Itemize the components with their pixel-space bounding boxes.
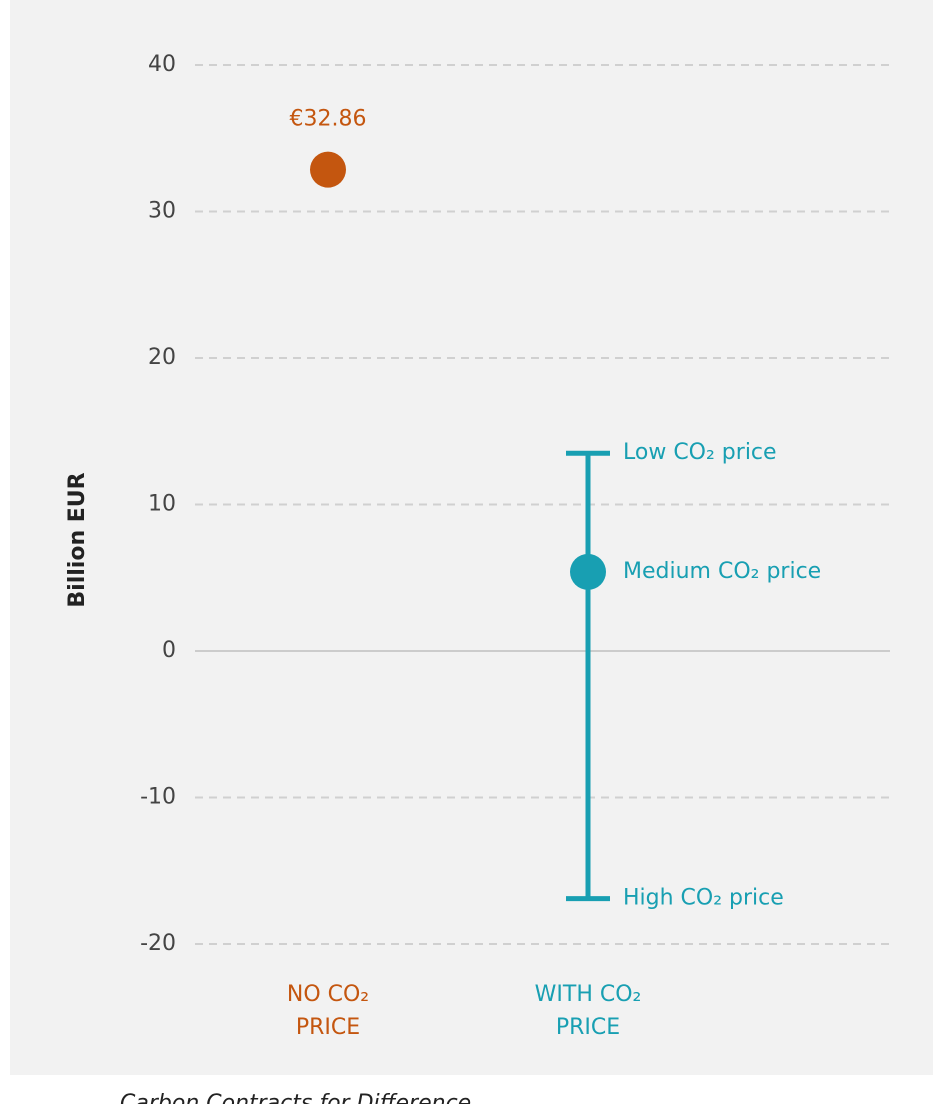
y-tick-label: 20 xyxy=(148,345,176,370)
y-axis-label: Billion EUR xyxy=(65,472,90,607)
dot xyxy=(570,553,606,590)
dot xyxy=(310,151,346,188)
y-tick-label: -20 xyxy=(140,931,176,956)
range-label: Medium CO₂ price xyxy=(623,559,821,584)
x-tick-label: NO CO₂ PRICE xyxy=(287,982,369,1040)
value-label: €32.86 xyxy=(290,107,367,132)
x-tick-label-line: PRICE xyxy=(296,1015,360,1040)
y-tick-label: 40 xyxy=(148,52,176,77)
range-label: Low CO₂ price xyxy=(623,440,777,465)
y-tick-label: 30 xyxy=(148,199,176,224)
x-tick-label-line: NO CO₂ xyxy=(287,982,369,1007)
caption: Carbon Contracts for Difference xyxy=(120,1091,471,1104)
x-tick-label: WITH CO₂ PRICE xyxy=(535,982,642,1040)
chart-background xyxy=(10,0,933,1075)
x-tick-label-line: WITH CO₂ xyxy=(535,982,642,1007)
y-tick-label: 10 xyxy=(148,492,176,517)
y-tick-label: -10 xyxy=(140,785,176,810)
range-label: High CO₂ price xyxy=(623,886,784,911)
y-tick-label: 0 xyxy=(162,638,176,663)
x-tick-label-line: PRICE xyxy=(556,1015,620,1040)
